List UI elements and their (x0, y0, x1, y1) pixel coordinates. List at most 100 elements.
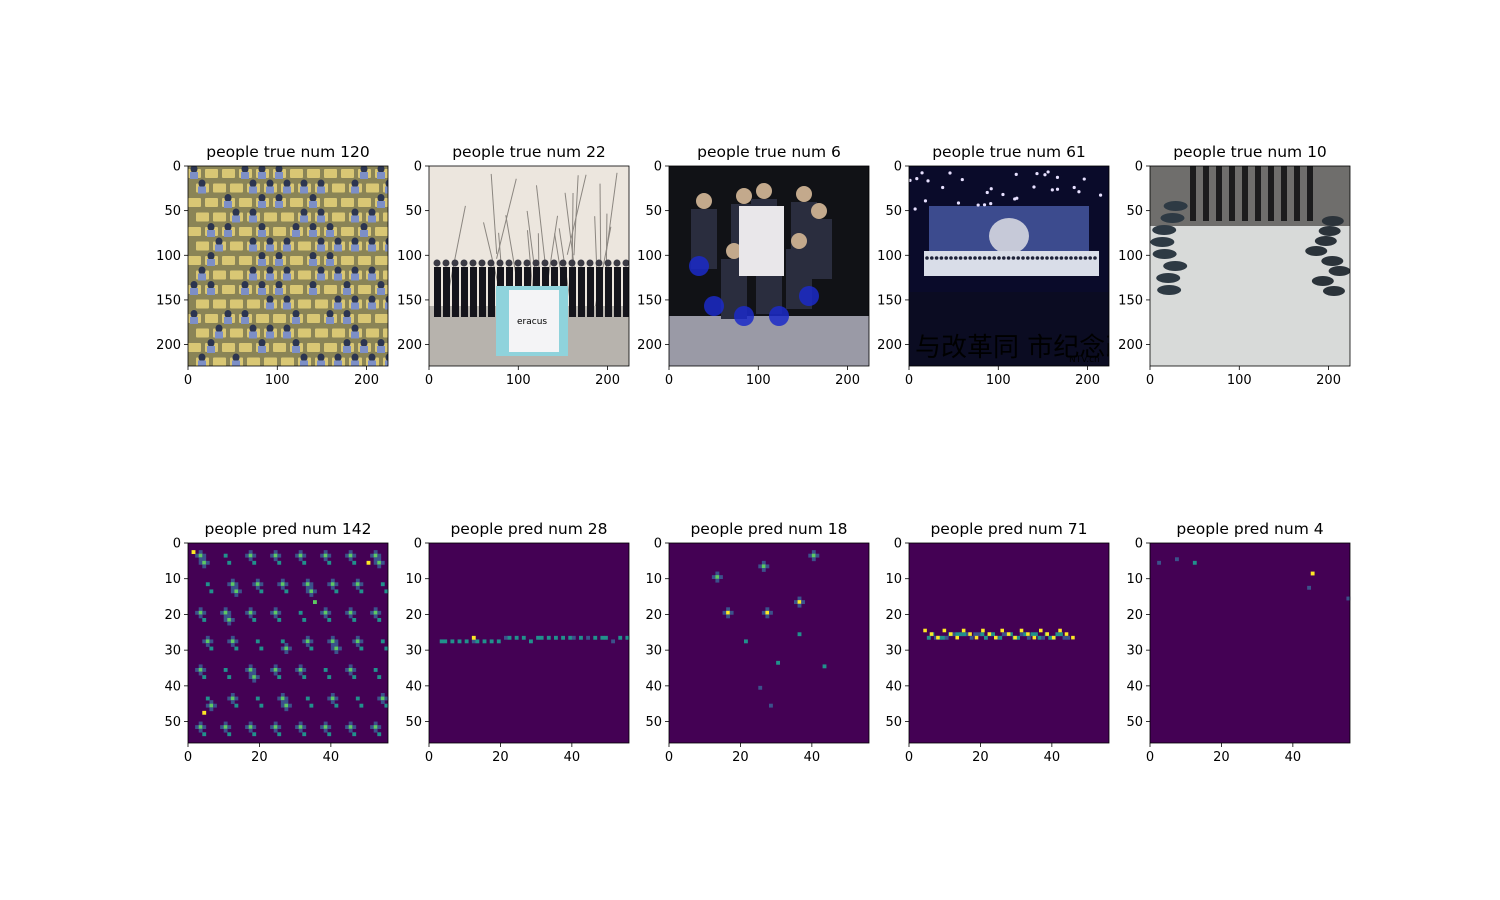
x-tick-label: 200 (595, 373, 620, 388)
x-tick-label: 20 (972, 750, 989, 765)
y-tick-label: 100 (877, 249, 902, 264)
x-tick-label: 0 (665, 373, 673, 388)
heatmap-cells (439, 635, 630, 644)
y-tick-label: 20 (645, 608, 662, 623)
x-tick-label: 20 (251, 750, 268, 765)
axes-frame (908, 542, 1110, 744)
x-tick-label: 0 (184, 750, 192, 765)
y-tick-label: 200 (1118, 338, 1143, 353)
y-tick-label: 100 (1118, 249, 1143, 264)
x-tick-label: 40 (1044, 750, 1061, 765)
x-tick-label: 100 (746, 373, 771, 388)
stage-banner-text: 与改革同 市纪念改革开 (915, 333, 1183, 363)
x-tick-label: 40 (804, 750, 821, 765)
panel-title: people pred num 28 (450, 520, 607, 538)
axes-frame (908, 165, 1110, 367)
axes-frame (428, 542, 630, 744)
y-tick-label: 50 (645, 715, 662, 730)
y-tick-label: 0 (173, 160, 181, 175)
x-tick-label: 0 (905, 373, 913, 388)
true-image-panel-1: people true num 120 0 100 200 0 50 100 150 200 (156, 143, 389, 388)
photo-content (669, 166, 869, 366)
y-tick-label: 150 (156, 293, 181, 308)
y-tick-label: 0 (173, 537, 181, 552)
panel-title: people true num 61 (932, 143, 1086, 161)
y-tick-label: 50 (1126, 715, 1143, 730)
y-tick-label: 50 (164, 204, 181, 219)
pred-density-panel-2: people pred num 28 0 20 40 0 10 20 30 40 50 (405, 520, 630, 765)
y-tick-label: 20 (405, 608, 422, 623)
panel-title: people pred num 142 (205, 520, 372, 538)
y-tick-label: 30 (885, 644, 902, 659)
pred-density-panel-1: people pred num 142 0 20 40 0 10 20 30 40 50 (164, 520, 389, 765)
x-tick-label: 0 (425, 373, 433, 388)
y-tick-label: 10 (164, 572, 181, 587)
y-tick-label: 0 (414, 537, 422, 552)
x-tick-label: 200 (1316, 373, 1341, 388)
pred-density-panel-4: people pred num 71 0 20 40 0 10 20 30 40 50 (885, 520, 1110, 765)
y-tick-label: 20 (1126, 608, 1143, 623)
y-tick-label: 0 (1135, 160, 1143, 175)
y-tick-label: 10 (405, 572, 422, 587)
y-tick-label: 0 (894, 537, 902, 552)
y-tick-label: 40 (885, 679, 902, 694)
x-tick-label: 200 (354, 373, 379, 388)
y-tick-label: 20 (164, 608, 181, 623)
y-tick-label: 0 (654, 537, 662, 552)
panel-title: people pred num 18 (690, 520, 847, 538)
y-tick-label: 40 (164, 679, 181, 694)
x-tick-label: 40 (323, 750, 340, 765)
y-tick-label: 100 (397, 249, 422, 264)
x-tick-label: 0 (184, 373, 192, 388)
true-image-panel-5: people true num 10 0 100 200 0 50 100 150 200 (1118, 143, 1351, 388)
heatmap-cells (1157, 557, 1351, 601)
y-tick-label: 200 (637, 338, 662, 353)
x-tick-label: 0 (425, 750, 433, 765)
y-tick-label: 50 (645, 204, 662, 219)
y-tick-label: 100 (637, 249, 662, 264)
y-tick-label: 30 (405, 644, 422, 659)
y-tick-label: 150 (877, 293, 902, 308)
heatmap-cells (711, 550, 827, 708)
x-tick-label: 20 (1213, 750, 1230, 765)
x-tick-label: 20 (492, 750, 509, 765)
true-image-panel-2: eracus people true num 22 0 100 200 0 50 100 150… (397, 143, 630, 388)
y-tick-label: 30 (164, 644, 181, 659)
y-tick-label: 10 (885, 572, 902, 587)
watermark-text: NTV.cn (1069, 355, 1100, 365)
axes-frame (668, 165, 870, 367)
y-tick-label: 50 (164, 715, 181, 730)
axes-frame (187, 542, 389, 744)
y-tick-label: 30 (645, 644, 662, 659)
y-tick-label: 150 (397, 293, 422, 308)
x-tick-label: 40 (564, 750, 581, 765)
y-tick-label: 200 (877, 338, 902, 353)
y-tick-label: 40 (645, 679, 662, 694)
pred-density-panel-3: people pred num 18 0 20 40 0 10 20 30 40 50 (645, 520, 870, 765)
y-tick-label: 100 (156, 249, 181, 264)
axes-frame (428, 165, 630, 367)
x-tick-label: 200 (1075, 373, 1100, 388)
panel-title: people true num 22 (452, 143, 606, 161)
x-tick-label: 100 (506, 373, 531, 388)
x-tick-label: 20 (732, 750, 749, 765)
y-tick-label: 40 (1126, 679, 1143, 694)
x-tick-label: 200 (835, 373, 860, 388)
y-tick-label: 150 (637, 293, 662, 308)
y-tick-label: 50 (405, 715, 422, 730)
x-tick-label: 100 (986, 373, 1011, 388)
panel-title: people true num 6 (697, 143, 841, 161)
panel-title: people pred num 4 (1176, 520, 1323, 538)
heatmap-cells (191, 550, 389, 737)
banner-text: eracus (517, 317, 547, 327)
y-tick-label: 50 (885, 204, 902, 219)
y-tick-label: 200 (397, 338, 422, 353)
y-tick-label: 50 (405, 204, 422, 219)
y-tick-label: 0 (894, 160, 902, 175)
x-tick-label: 0 (665, 750, 673, 765)
x-tick-label: 100 (265, 373, 290, 388)
axes-frame (1149, 165, 1351, 367)
